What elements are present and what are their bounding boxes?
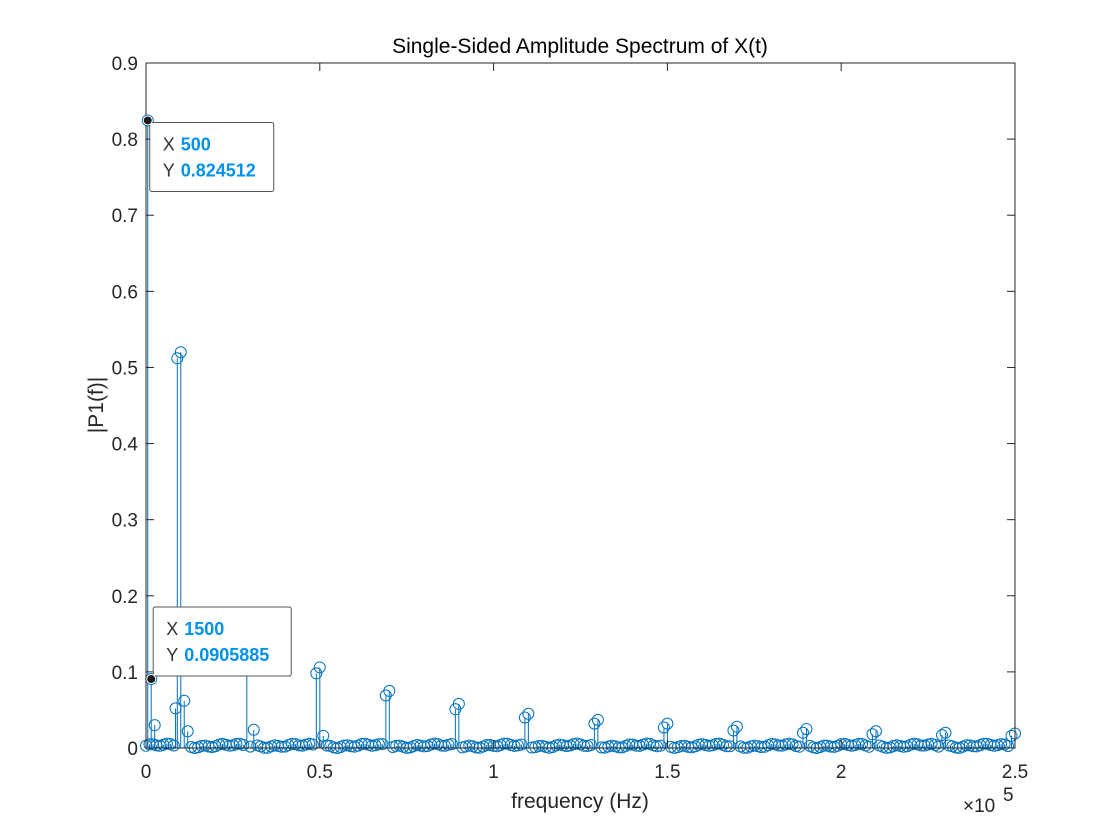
stem-marker[interactable]	[1005, 729, 1018, 742]
y-tick-label: 0.4	[112, 435, 139, 456]
datatip-box	[152, 606, 292, 677]
stem-marker[interactable]	[310, 667, 323, 680]
y-tick-label: 0.5	[112, 358, 138, 379]
axes-box	[145, 62, 1016, 749]
stem-marker[interactable]	[796, 726, 809, 739]
x-tick-label: 2	[836, 762, 847, 783]
datatip-y-key: Y	[163, 160, 175, 180]
stem-marker[interactable]	[522, 707, 535, 720]
y-tick-label: 0	[127, 739, 138, 760]
stem-marker[interactable]	[169, 702, 182, 715]
y-tick-label: 0.9	[112, 54, 138, 75]
stem-marker[interactable]	[591, 713, 604, 726]
stem-marker[interactable]	[939, 726, 952, 739]
x-exponent-label: ×10 5	[963, 785, 1014, 817]
y-tick-label: 0.2	[112, 587, 138, 608]
x-tick-label: 1	[488, 762, 499, 783]
datatip-y-key: Y	[166, 645, 178, 665]
stem-marker[interactable]	[244, 740, 257, 753]
x-axis-title: frequency (Hz)	[511, 790, 649, 813]
stem-marker[interactable]	[936, 729, 949, 742]
stem-marker[interactable]	[577, 739, 590, 752]
stem-series	[140, 114, 1021, 754]
stem-marker[interactable]	[588, 717, 601, 730]
datatip-y-value: 0.0905885	[184, 645, 269, 665]
chart-title: Single-Sided Amplitude Spectrum of X(t)	[392, 35, 768, 58]
stem-marker[interactable]	[141, 114, 154, 127]
stem-marker[interactable]	[720, 740, 733, 753]
x-tick-label: 0.5	[307, 762, 333, 783]
svg-text:5: 5	[1003, 785, 1014, 806]
y-tick-label: 0.8	[112, 130, 138, 151]
stem-marker[interactable]	[372, 738, 385, 751]
stem-marker[interactable]	[230, 738, 243, 751]
y-tick-label: 0.7	[112, 206, 138, 227]
stem-marker[interactable]	[452, 697, 465, 710]
datatips: X 500 Y 0.824512 X 1500 Y 0.0905885	[142, 115, 292, 685]
stem-marker[interactable]	[800, 722, 813, 735]
datatip[interactable]: X 500 Y 0.824512	[142, 115, 275, 192]
stem-marker[interactable]	[383, 684, 396, 697]
datatip-y-value: 0.824512	[181, 160, 256, 180]
stem-marker[interactable]	[518, 711, 531, 724]
datatip-x-key: X	[163, 134, 175, 154]
datatip-x-value: 1500	[184, 619, 224, 639]
y-axis-title: |P1(f)|	[85, 377, 108, 433]
stem-marker[interactable]	[442, 738, 455, 751]
svg-text:×10: ×10	[963, 796, 995, 817]
y-tick-label: 0.6	[112, 282, 138, 303]
stem-marker[interactable]	[650, 740, 663, 753]
stem-marker[interactable]	[869, 725, 882, 738]
stem-marker[interactable]	[306, 738, 319, 751]
y-tick-label: 0.3	[112, 511, 138, 532]
stem-marker[interactable]	[174, 346, 187, 359]
y-tick-label: 0.1	[112, 663, 138, 684]
stem-marker[interactable]	[171, 352, 184, 365]
stem-marker[interactable]	[661, 717, 674, 730]
datatip-x-key: X	[166, 619, 178, 639]
stem-marker[interactable]	[723, 740, 736, 753]
stem-marker[interactable]	[866, 728, 879, 741]
stem-marker[interactable]	[379, 689, 392, 702]
datatip[interactable]: X 1500 Y 0.0905885	[146, 606, 292, 685]
stem-marker[interactable]	[793, 740, 806, 753]
stem-marker[interactable]	[313, 661, 326, 674]
stem-marker[interactable]	[181, 725, 194, 738]
datatip-box	[149, 121, 275, 192]
stem-marker[interactable]	[237, 738, 250, 751]
datatip-marker[interactable]	[142, 115, 153, 126]
stem-marker[interactable]	[167, 739, 180, 752]
stem-marker[interactable]	[178, 694, 191, 707]
datatip-x-value: 500	[181, 134, 211, 154]
x-axis: 0 0.5 1 1.5 2 2.5	[141, 63, 1028, 783]
stem-marker[interactable]	[148, 719, 161, 732]
datatip-marker[interactable]	[146, 674, 157, 685]
x-tick-label: 2.5	[1002, 762, 1028, 783]
stem-marker[interactable]	[160, 737, 173, 750]
stem-marker[interactable]	[508, 739, 521, 752]
stem-marker[interactable]	[995, 738, 1008, 751]
stem-marker[interactable]	[727, 724, 740, 737]
y-axis: 0 0.1 0.2 0.3 0.4 0.5 0.6 0.7 0.8 0.9	[112, 54, 1015, 760]
stem-marker[interactable]	[247, 723, 260, 736]
stem-marker[interactable]	[657, 721, 670, 734]
x-tick-label: 0	[141, 762, 152, 783]
x-tick-label: 1.5	[654, 762, 680, 783]
stem-marker[interactable]	[730, 720, 743, 733]
